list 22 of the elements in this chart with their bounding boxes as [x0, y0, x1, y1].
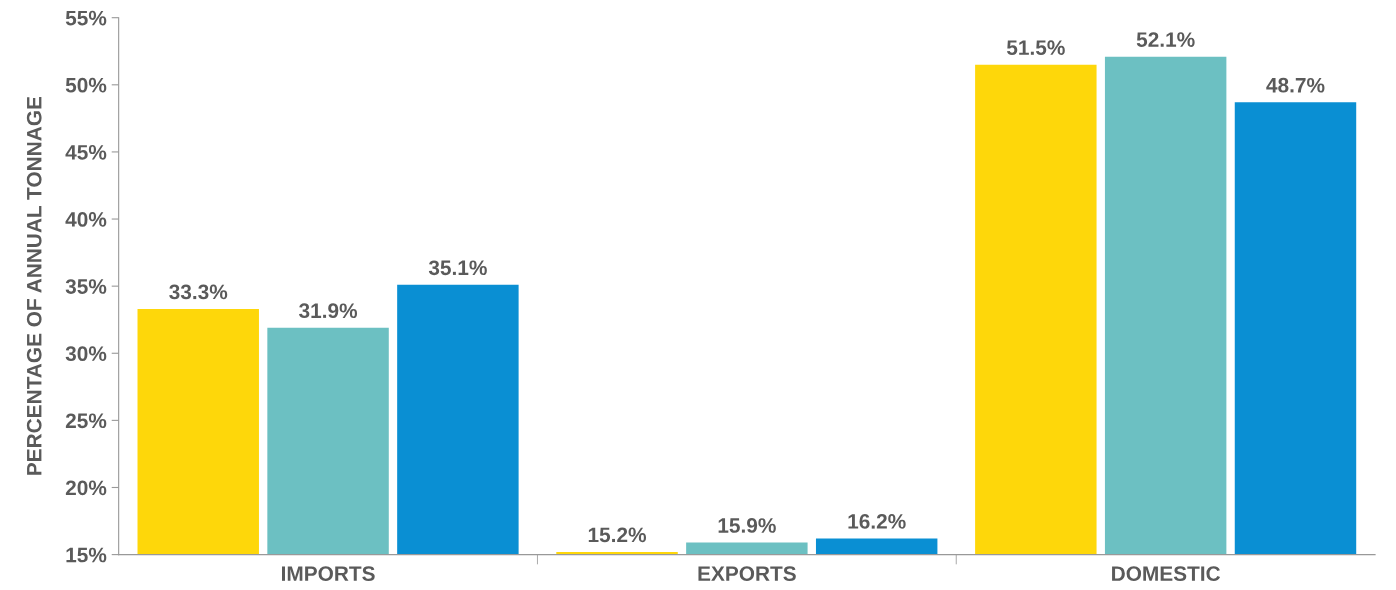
x-tick-label: IMPORTS: [282, 566, 375, 582]
x-tick-label: EXPORTS: [698, 566, 796, 582]
data-label: 15.2%: [588, 527, 647, 543]
y-tick-label: 35%: [65, 279, 107, 294]
y-tick-label: 30%: [65, 346, 107, 362]
data-label: 31.9%: [299, 303, 358, 319]
y-tick-label: 45%: [65, 144, 107, 160]
y-axis-title: PERCENTAGE OF ANNUAL TONNAGE: [26, 96, 42, 475]
data-label: 52.1%: [1136, 32, 1195, 47]
y-tick-label: 15%: [66, 547, 107, 563]
y-tick-label: 50%: [65, 77, 107, 93]
data-label: 33.3%: [169, 284, 228, 300]
y-tick-label: 20%: [65, 480, 107, 496]
data-label: 48.7%: [1266, 77, 1325, 93]
data-label: 51.5%: [1006, 40, 1065, 56]
data-label: 15.9%: [718, 518, 776, 533]
data-label: 16.2%: [848, 514, 906, 529]
y-tick-label: 25%: [65, 413, 107, 429]
data-label: 35.1%: [428, 260, 487, 276]
y-tick-label: 55%: [65, 10, 107, 26]
y-tick-label: 40%: [65, 212, 107, 227]
x-tick-label: DOMESTIC: [1112, 566, 1221, 582]
